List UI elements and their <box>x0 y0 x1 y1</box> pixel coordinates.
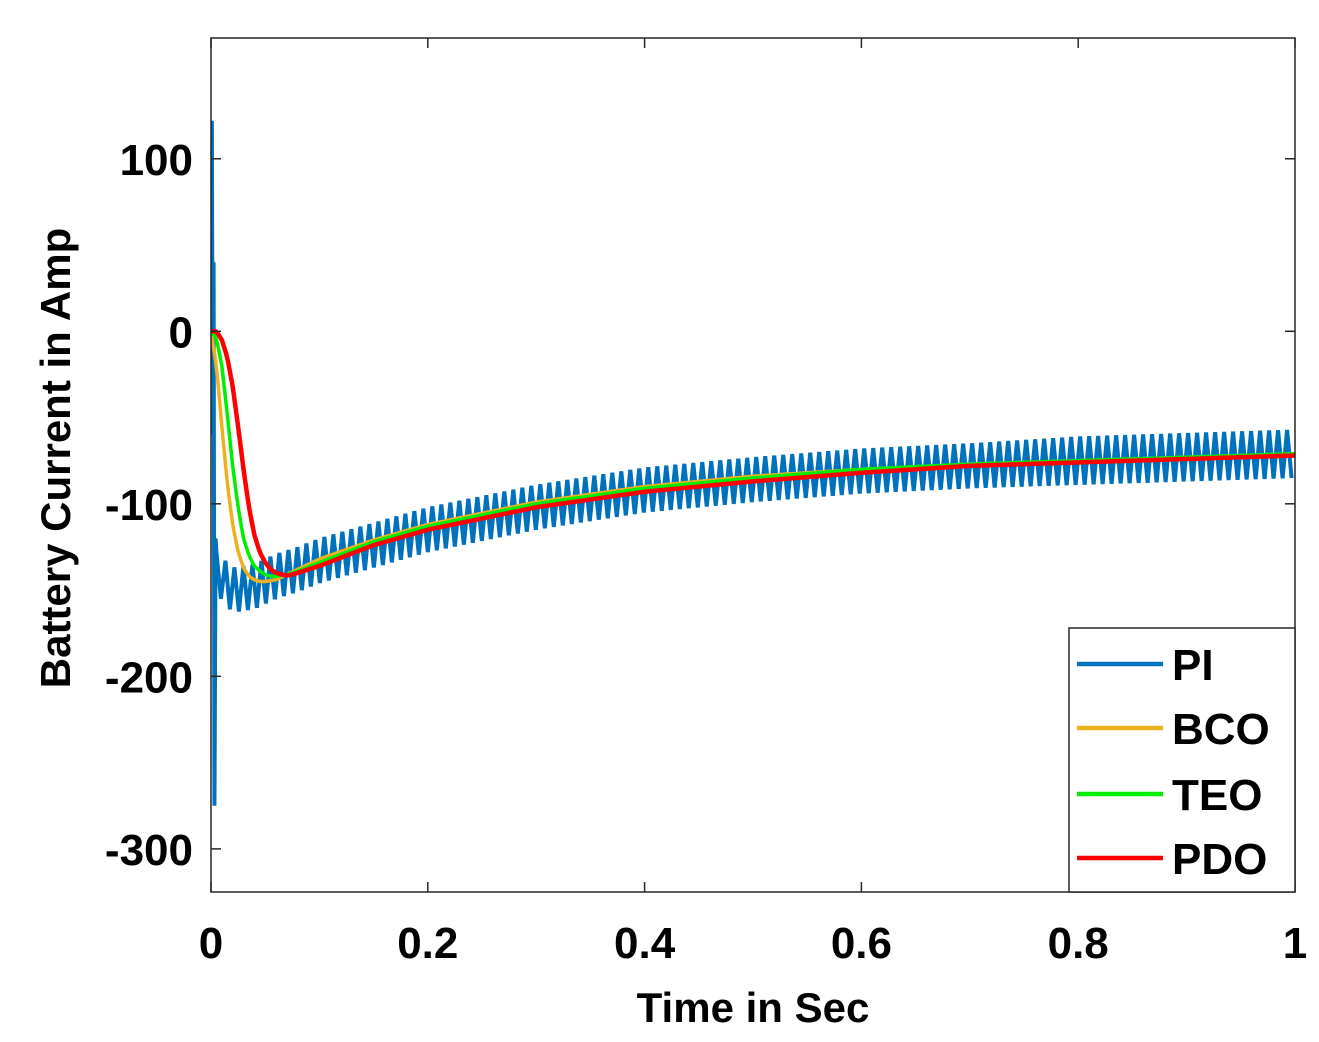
legend-label-pdo: PDO <box>1172 835 1267 884</box>
x-axis-title: Time in Sec <box>637 984 870 1031</box>
x-tick-label: 0.4 <box>614 919 676 968</box>
legend-label-bco: BCO <box>1172 705 1270 754</box>
legend-label-teo: TEO <box>1172 771 1262 820</box>
x-tick-label: 0.8 <box>1048 919 1109 968</box>
legend: PI BCO TEO PDO <box>1068 627 1296 893</box>
y-tick-label: -200 <box>105 653 193 702</box>
x-tick-label: 0.6 <box>831 919 892 968</box>
series-layer <box>211 120 1295 806</box>
x-tick-label: 1 <box>1283 919 1307 968</box>
y-tick-label: -300 <box>105 826 193 875</box>
y-tick-label: -100 <box>105 481 193 530</box>
legend-label-pi: PI <box>1172 641 1214 690</box>
x-tick-label: 0.2 <box>397 919 458 968</box>
x-tick-label: 0 <box>199 919 223 968</box>
y-tick-labels: 100 0 -100 -200 -300 <box>105 136 193 875</box>
plot-frame <box>210 37 1296 893</box>
y-tick-label: 0 <box>169 308 193 357</box>
series-line-pdo <box>211 329 1295 578</box>
y-axis-title: Battery Current in Amp <box>32 228 79 689</box>
legend-box <box>1068 627 1296 893</box>
y-tick-label: 100 <box>120 136 193 185</box>
x-tick-labels: 0 0.2 0.4 0.6 0.8 1 <box>199 919 1307 968</box>
